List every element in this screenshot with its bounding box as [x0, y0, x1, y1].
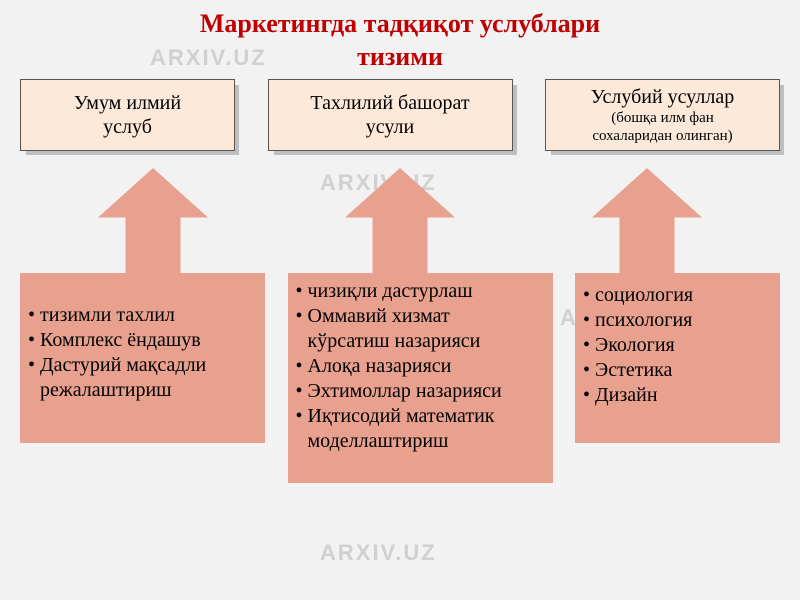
page-title: Маркетингда тадқиқот услублари тизими — [0, 0, 800, 73]
list-item: Экология — [583, 333, 772, 358]
list-item: режалаштириш — [28, 378, 257, 403]
list-item: Алоқа назарияси — [296, 354, 545, 379]
arrow-up-icon — [592, 163, 702, 283]
bottom-box-1-list: тизимли тахлилКомплекс ёндашувДастурий м… — [28, 303, 257, 403]
arrow-up-icon — [98, 163, 208, 283]
bottom-box-2: чизиқли дастурлашОммавий хизмат кўрсатиш… — [288, 273, 553, 483]
top-box-2: Тахлилий башорат усули — [268, 79, 513, 151]
top-box-3-line1: Услубий усуллар — [591, 85, 735, 109]
top-box-3-sub1: (бошқа илм фан — [611, 109, 714, 127]
top-box-1-line1: Умум илмий — [74, 91, 181, 115]
top-box-3: Услубий усуллар (бошқа илм фан сохаларид… — [545, 79, 780, 151]
bottom-row: тизимли тахлилКомплекс ёндашувДастурий м… — [0, 273, 800, 483]
arrow-up-icon — [345, 163, 455, 283]
list-item: Дастурий мақсадли — [28, 353, 257, 378]
list-item: моделлаштириш — [296, 429, 545, 454]
list-item: Комплекс ёндашув — [28, 328, 257, 353]
list-item: чизиқли дастурлаш — [296, 279, 545, 304]
bottom-box-2-list: чизиқли дастурлашОммавий хизмат кўрсатиш… — [296, 279, 545, 454]
top-box-2-line2: усули — [366, 115, 414, 139]
bottom-box-1: тизимли тахлилКомплекс ёндашувДастурий м… — [20, 273, 265, 443]
list-item: Дизайн — [583, 383, 772, 408]
list-item: Иқтисодий математик — [296, 404, 545, 429]
arrow-row — [0, 163, 800, 283]
title-line1: Маркетингда тадқиқот услублари — [200, 9, 600, 38]
list-item: Эстетика — [583, 358, 772, 383]
bottom-box-3: социологияпсихологияЭкологияЭстетикаДиза… — [575, 273, 780, 443]
list-item: Эхтимоллар назарияси — [296, 379, 545, 404]
top-box-1-line2: услуб — [103, 115, 152, 139]
top-box-2-line1: Тахлилий башорат — [310, 91, 469, 115]
list-item: тизимли тахлил — [28, 303, 257, 328]
list-item: социология — [583, 283, 772, 308]
top-box-1: Умум илмий услуб — [20, 79, 235, 151]
top-row: Умум илмий услуб Тахлилий башорат усули … — [0, 73, 800, 151]
bottom-box-3-list: социологияпсихологияЭкологияЭстетикаДиза… — [583, 283, 772, 408]
list-item: психология — [583, 308, 772, 333]
list-item: Оммавий хизмат — [296, 304, 545, 329]
title-line2: тизими — [357, 42, 443, 71]
watermark: ARXIV.UZ — [320, 540, 437, 566]
list-item: кўрсатиш назарияси — [296, 329, 545, 354]
top-box-3-sub2: сохаларидан олинган) — [592, 127, 732, 145]
